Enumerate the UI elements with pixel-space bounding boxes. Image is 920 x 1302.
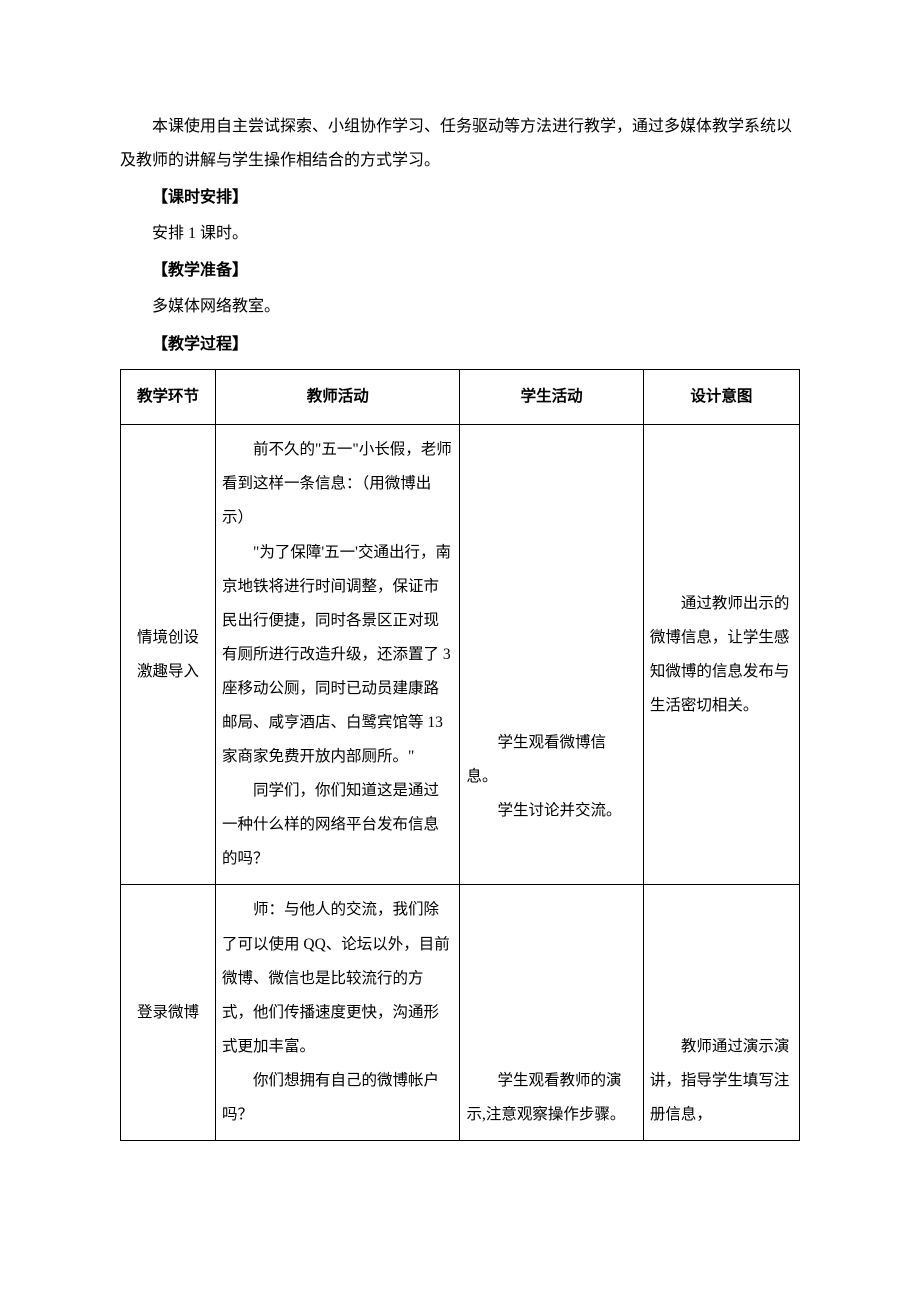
intent-para: 通过教师出示的微博信息，让学生感知微博的信息发布与生活密切相关。 (650, 587, 793, 723)
teacher-cell: 前不久的"五一"小长假，老师看到这样一条信息：（用微博出示） "为了保障'五一'… (216, 425, 460, 885)
section-header-schedule: 【课时安排】 (120, 181, 800, 215)
teacher-cell: 师：与他人的交流，我们除了可以使用 QQ、论坛以外，目前微博、微信也是比较流行的… (216, 885, 460, 1141)
intro-paragraph: 本课使用自主尝试探索、小组协作学习、任务驱动等方法进行教学，通过多媒体教学系统以… (120, 110, 800, 177)
teacher-para: 你们想拥有自己的微博帐户吗？ (222, 1064, 453, 1132)
phase-cell: 登录微博 (121, 885, 216, 1141)
th-phase: 教学环节 (121, 370, 216, 425)
intent-para: 教师通过演示演讲，指导学生填写注册信息， (650, 1030, 793, 1132)
phase-line: 情境创设 (127, 621, 209, 655)
th-intent: 设计意图 (643, 370, 799, 425)
student-cell: 学生观看微博信息。 学生讨论并交流。 (460, 425, 643, 885)
phase-line: 激趣导入 (127, 655, 209, 689)
teacher-para: 前不久的"五一"小长假，老师看到这样一条信息：（用微博出示） (222, 433, 453, 535)
teacher-para: 师：与他人的交流，我们除了可以使用 QQ、论坛以外，目前微博、微信也是比较流行的… (222, 893, 453, 1063)
phase-line: 登录微博 (127, 996, 209, 1030)
teacher-para: 同学们，你们知道这是通过一种什么样的网络平台发布信息的吗？ (222, 774, 453, 876)
prep-body: 多媒体网络教室。 (120, 290, 800, 324)
student-cell: 学生观看教师的演示,注意观察操作步骤。 (460, 885, 643, 1141)
process-table: 教学环节 教师活动 学生活动 设计意图 情境创设 激趣导入 前不久的"五一"小长… (120, 369, 800, 1141)
table-header-row: 教学环节 教师活动 学生活动 设计意图 (121, 370, 800, 425)
section-header-prep: 【教学准备】 (120, 254, 800, 288)
th-student: 学生活动 (460, 370, 643, 425)
student-para: 学生观看微博信息。 (466, 726, 636, 794)
student-para: 学生讨论并交流。 (466, 794, 636, 828)
schedule-body: 安排 1 课时。 (120, 217, 800, 251)
table-row: 登录微博 师：与他人的交流，我们除了可以使用 QQ、论坛以外，目前微博、微信也是… (121, 885, 800, 1141)
intent-cell: 教师通过演示演讲，指导学生填写注册信息， (643, 885, 799, 1141)
table-row: 情境创设 激趣导入 前不久的"五一"小长假，老师看到这样一条信息：（用微博出示）… (121, 425, 800, 885)
section-header-process: 【教学过程】 (120, 328, 800, 362)
th-teacher: 教师活动 (216, 370, 460, 425)
teacher-para: "为了保障'五一'交通出行，南京地铁将进行时间调整，保证市民出行便捷，同时各景区… (222, 536, 453, 775)
student-para: 学生观看教师的演示,注意观察操作步骤。 (466, 1064, 636, 1132)
phase-cell: 情境创设 激趣导入 (121, 425, 216, 885)
intent-cell: 通过教师出示的微博信息，让学生感知微博的信息发布与生活密切相关。 (643, 425, 799, 885)
